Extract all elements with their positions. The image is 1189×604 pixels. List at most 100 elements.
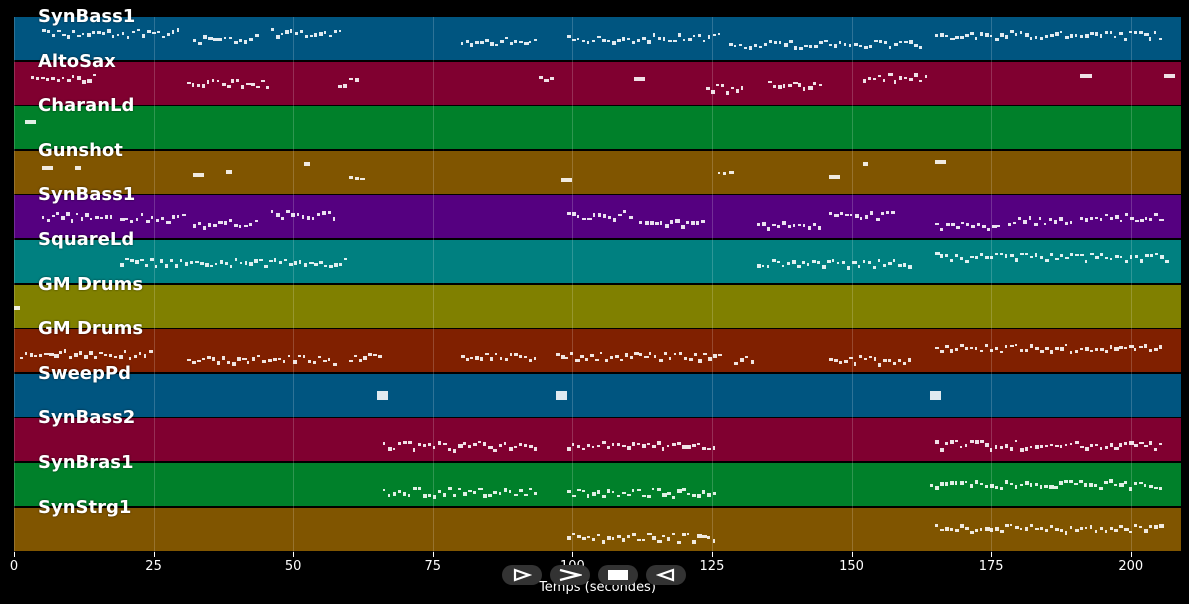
note xyxy=(508,447,513,452)
note xyxy=(1019,528,1023,531)
note xyxy=(1099,252,1104,256)
note xyxy=(687,492,690,495)
note xyxy=(788,84,793,88)
track-label: Gunshot xyxy=(38,139,123,161)
note xyxy=(894,42,899,46)
note xyxy=(657,488,661,492)
note xyxy=(995,347,998,351)
note xyxy=(468,444,471,448)
note xyxy=(1134,523,1137,527)
note xyxy=(1124,38,1127,42)
note xyxy=(14,305,20,310)
note xyxy=(647,40,652,45)
note xyxy=(337,84,343,88)
note xyxy=(151,216,154,219)
note xyxy=(803,44,809,47)
note xyxy=(696,220,699,225)
note xyxy=(218,220,223,224)
note xyxy=(1009,30,1015,34)
note xyxy=(171,30,175,35)
note xyxy=(1024,481,1029,486)
note xyxy=(1139,482,1144,485)
note xyxy=(244,261,248,266)
note xyxy=(463,491,467,496)
note xyxy=(585,357,588,361)
note xyxy=(813,82,816,86)
note xyxy=(662,36,666,41)
note xyxy=(718,33,721,36)
note xyxy=(1114,214,1120,219)
note xyxy=(156,30,160,33)
note xyxy=(80,216,84,221)
note xyxy=(143,354,146,359)
note xyxy=(146,30,151,34)
note xyxy=(622,537,625,542)
note xyxy=(717,172,721,175)
note xyxy=(960,446,963,449)
note xyxy=(319,261,324,265)
note xyxy=(950,259,954,263)
note xyxy=(1159,254,1164,259)
note xyxy=(596,490,601,495)
note xyxy=(697,494,702,499)
note xyxy=(612,537,615,541)
note xyxy=(782,221,787,226)
note xyxy=(1014,484,1017,489)
play-button[interactable] xyxy=(502,565,542,585)
note xyxy=(599,351,603,354)
track-row: SynBass2 xyxy=(14,407,1181,462)
note xyxy=(1009,483,1013,486)
note xyxy=(417,442,422,446)
fast-forward-button[interactable] xyxy=(550,565,590,585)
stop-button[interactable] xyxy=(598,565,638,585)
note xyxy=(197,221,201,225)
note xyxy=(955,225,961,229)
note xyxy=(1109,257,1113,260)
note xyxy=(793,46,797,51)
note xyxy=(1134,30,1137,34)
note xyxy=(402,440,407,444)
note xyxy=(808,44,812,48)
note xyxy=(586,535,591,538)
note xyxy=(1100,218,1103,222)
note xyxy=(703,352,708,355)
note xyxy=(803,87,806,92)
note xyxy=(458,443,463,448)
note xyxy=(945,442,948,446)
note xyxy=(1119,220,1122,223)
note xyxy=(873,356,877,361)
note xyxy=(41,29,46,33)
note xyxy=(961,221,965,224)
note xyxy=(1085,218,1088,223)
note xyxy=(252,357,256,362)
rewind-button[interactable] xyxy=(646,565,686,585)
note xyxy=(277,358,282,361)
note xyxy=(1009,345,1015,348)
note xyxy=(1099,348,1104,352)
note xyxy=(1059,30,1062,33)
note xyxy=(1144,484,1147,488)
note xyxy=(317,356,322,358)
note xyxy=(289,262,294,266)
note xyxy=(791,259,796,264)
note xyxy=(1084,33,1089,38)
note xyxy=(721,84,724,88)
note xyxy=(1069,526,1073,530)
note xyxy=(1089,483,1093,488)
note xyxy=(149,258,154,262)
note xyxy=(46,29,50,33)
note xyxy=(290,28,293,33)
note xyxy=(1043,223,1047,226)
note xyxy=(213,224,218,228)
note xyxy=(312,216,315,220)
note xyxy=(685,221,690,225)
note xyxy=(960,35,964,39)
note xyxy=(596,445,600,448)
track-row: GM Drums xyxy=(14,274,1181,328)
note xyxy=(1064,221,1068,225)
note xyxy=(159,259,163,264)
note xyxy=(735,88,740,93)
note xyxy=(862,259,866,263)
note xyxy=(156,218,159,222)
note xyxy=(1044,347,1050,351)
